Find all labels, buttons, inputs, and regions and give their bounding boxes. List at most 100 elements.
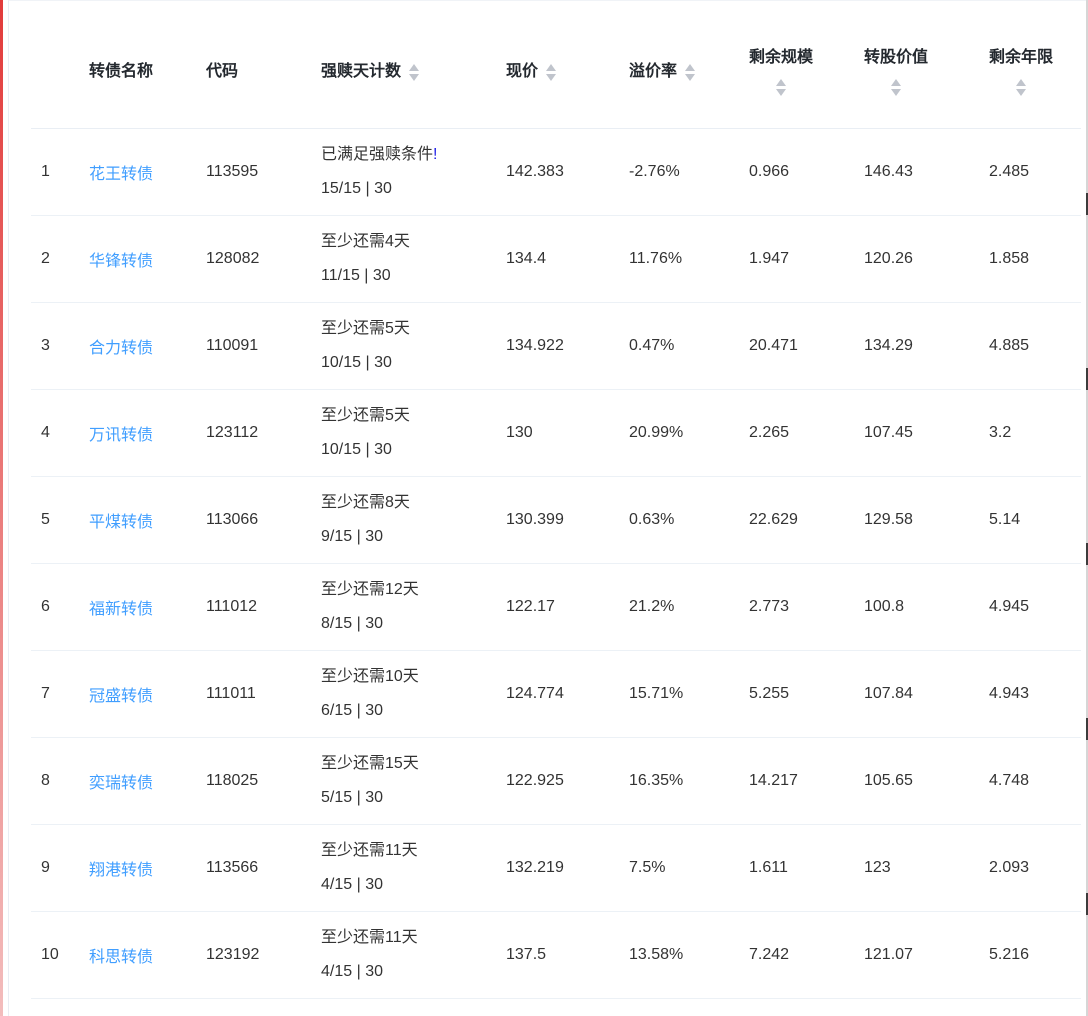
bond-name-link[interactable]: 翔港转债: [89, 861, 154, 879]
row-index: 4: [9, 389, 89, 477]
redeem-status: 已满足强赎条件: [321, 145, 434, 163]
row-index: 6: [9, 563, 89, 651]
column-header-label: 剩余年限: [989, 48, 1054, 66]
premium-rate: -2.76%: [629, 128, 749, 216]
bond-code: 111012: [206, 563, 321, 651]
sort-icon[interactable]: [776, 78, 786, 96]
current-price: 122.925: [506, 737, 629, 825]
remaining-size: 2.265: [749, 389, 864, 477]
current-price: 124.774: [506, 650, 629, 738]
current-price: 134.4: [506, 215, 629, 303]
sort-icon[interactable]: [409, 63, 420, 81]
conversion-value: 134.29: [864, 302, 989, 390]
bond-code: 113066: [206, 476, 321, 564]
premium-rate: 7.5%: [629, 824, 749, 912]
current-price: 132.219: [506, 824, 629, 912]
column-header-premium[interactable]: 溢价率: [629, 1, 749, 129]
bond-name-link[interactable]: 福新转债: [89, 600, 154, 618]
redeem-progress: 4/15 | 30: [321, 875, 383, 893]
remaining-size: 7.242: [749, 911, 864, 999]
column-header-redeem-count[interactable]: 强赎天计数: [321, 1, 506, 129]
column-header-remaining-size[interactable]: 剩余规模: [749, 1, 864, 129]
right-edge-dash: [1086, 543, 1088, 565]
redeem-status: 至少还需8天: [321, 493, 410, 511]
column-header-label: 转股价值: [864, 48, 929, 66]
bond-name-cell: 科思转债: [89, 911, 206, 999]
bond-name-cell: 花王转债: [89, 128, 206, 216]
remaining-size: 5.255: [749, 650, 864, 738]
premium-rate: 13.58%: [629, 911, 749, 999]
premium-rate: 21.2%: [629, 563, 749, 651]
sort-icon[interactable]: [1016, 78, 1026, 96]
caret-down-icon: [1016, 88, 1026, 96]
column-header-price[interactable]: 现价: [506, 1, 629, 129]
row-index: 10: [9, 911, 89, 999]
sort-icon[interactable]: [891, 78, 901, 96]
redeem-progress: 15/15 | 30: [321, 179, 392, 197]
table-row: 5 平煤转债 113066 至少还需8天 9/15 | 30 130.399 0…: [9, 476, 1081, 564]
premium-rate: 11.76%: [629, 215, 749, 303]
bond-name-cell: 华锋转债: [89, 215, 206, 303]
redeem-status: 至少还需4天: [321, 232, 410, 250]
redeem-count-cell: 至少还需5天 10/15 | 30: [321, 389, 506, 477]
sort-icon[interactable]: [685, 63, 696, 81]
remaining-years: 5.14: [989, 476, 1081, 564]
bond-name-link[interactable]: 万讯转债: [89, 426, 154, 444]
premium-rate: 0.63%: [629, 476, 749, 564]
conversion-value: 146.43: [864, 128, 989, 216]
redeem-status: 至少还需5天: [321, 319, 410, 337]
caret-down-icon: [891, 88, 901, 96]
bond-name-link[interactable]: 花王转债: [89, 165, 154, 183]
table-body: 1 花王转债 113595 已满足强赎条件! 15/15 | 30 142.38…: [9, 128, 1081, 999]
column-header-remaining-years[interactable]: 剩余年限: [989, 1, 1081, 129]
bond-name-link[interactable]: 科思转债: [89, 948, 154, 966]
row-index: 2: [9, 215, 89, 303]
bond-name-cell: 合力转债: [89, 302, 206, 390]
bond-table: 转债名称 代码 强赎天计数 现价 溢价率 剩余规模 转股价值: [9, 1, 1081, 999]
redeem-progress: 4/15 | 30: [321, 962, 383, 980]
conversion-value: 123: [864, 824, 989, 912]
right-edge-dash: [1086, 193, 1088, 215]
redeem-count-cell: 已满足强赎条件! 15/15 | 30: [321, 128, 506, 216]
redeem-progress: 9/15 | 30: [321, 527, 383, 545]
caret-down-icon: [776, 88, 786, 96]
remaining-size: 20.471: [749, 302, 864, 390]
bond-name-link[interactable]: 冠盛转债: [89, 687, 154, 705]
bond-code: 111011: [206, 650, 321, 738]
remaining-years: 5.216: [989, 911, 1081, 999]
caret-up-icon: [546, 63, 557, 71]
sort-icon[interactable]: [546, 63, 557, 81]
caret-up-icon: [409, 63, 420, 71]
bond-code: 123192: [206, 911, 321, 999]
redeem-status: 至少还需5天: [321, 406, 410, 424]
bond-code: 123112: [206, 389, 321, 477]
bond-name-link[interactable]: 华锋转债: [89, 252, 154, 270]
current-price: 134.922: [506, 302, 629, 390]
conversion-value: 129.58: [864, 476, 989, 564]
caret-up-icon: [891, 78, 901, 86]
bond-name-link[interactable]: 奕瑞转债: [89, 774, 154, 792]
current-price: 142.383: [506, 128, 629, 216]
remaining-size: 1.947: [749, 215, 864, 303]
table-row: 8 奕瑞转债 118025 至少还需15天 5/15 | 30 122.925 …: [9, 737, 1081, 825]
remaining-years: 3.2: [989, 389, 1081, 477]
row-index: 9: [9, 824, 89, 912]
redeem-status: 至少还需12天: [321, 580, 419, 598]
remaining-size: 14.217: [749, 737, 864, 825]
current-price: 130.399: [506, 476, 629, 564]
bond-name-link[interactable]: 合力转债: [89, 339, 154, 357]
column-header-bond-name: 转债名称: [89, 1, 206, 129]
remaining-years: 2.093: [989, 824, 1081, 912]
current-price: 122.17: [506, 563, 629, 651]
right-edge-artifact: [1086, 0, 1088, 1016]
redeem-progress: 10/15 | 30: [321, 440, 392, 458]
remaining-size: 2.773: [749, 563, 864, 651]
remaining-size: 0.966: [749, 128, 864, 216]
bond-name-link[interactable]: 平煤转债: [89, 513, 154, 531]
redeem-count-cell: 至少还需15天 5/15 | 30: [321, 737, 506, 825]
redeem-count-cell: 至少还需11天 4/15 | 30: [321, 824, 506, 912]
table-row: 1 花王转债 113595 已满足强赎条件! 15/15 | 30 142.38…: [9, 128, 1081, 216]
table-row: 9 翔港转债 113566 至少还需11天 4/15 | 30 132.219 …: [9, 824, 1081, 912]
table-row: 4 万讯转债 123112 至少还需5天 10/15 | 30 130 20.9…: [9, 389, 1081, 477]
column-header-conversion-value[interactable]: 转股价值: [864, 1, 989, 129]
